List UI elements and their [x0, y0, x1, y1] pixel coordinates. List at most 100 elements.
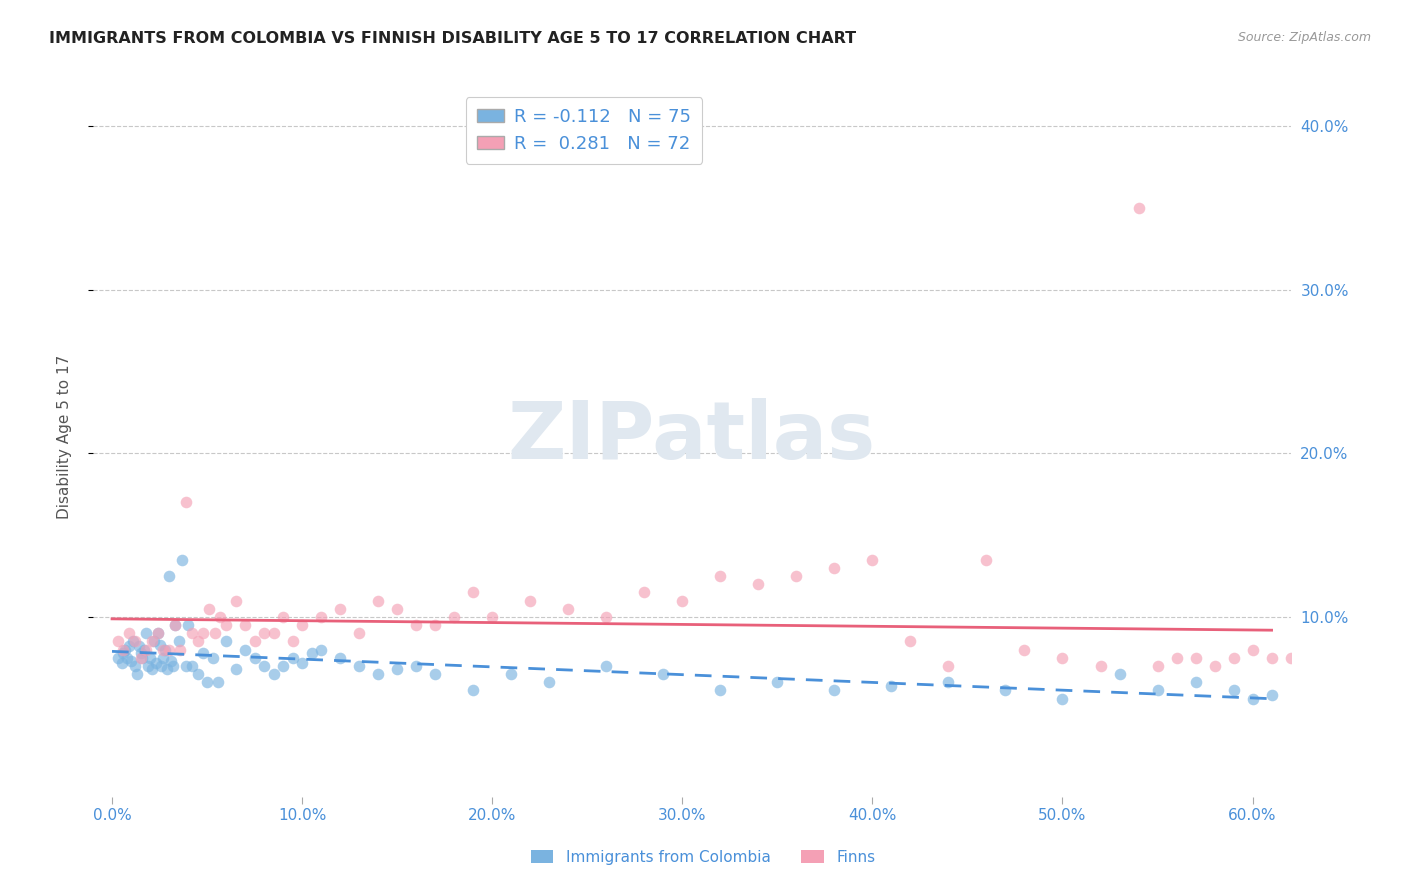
Point: [367, 667, 389, 681]
Point: [156, 662, 179, 676]
Point: [204, 626, 226, 640]
Point: [309, 642, 332, 657]
Point: [860, 552, 883, 566]
Point: [124, 659, 146, 673]
Point: [900, 634, 922, 648]
Point: [225, 593, 247, 607]
Point: [155, 642, 177, 657]
Point: [157, 642, 180, 657]
Point: [148, 638, 170, 652]
Point: [1222, 683, 1244, 698]
Point: [291, 618, 314, 632]
Point: [425, 667, 447, 681]
Point: [557, 601, 579, 615]
Point: [1146, 659, 1168, 673]
Point: [122, 634, 145, 648]
Point: [233, 618, 256, 632]
Point: [519, 593, 541, 607]
Point: [124, 634, 146, 648]
Point: [271, 610, 294, 624]
Point: [367, 593, 389, 607]
Point: [253, 659, 276, 673]
Point: [747, 577, 769, 591]
Point: [1279, 650, 1302, 665]
Point: [823, 683, 845, 698]
Point: [215, 634, 238, 648]
Point: [107, 634, 129, 648]
Point: [180, 626, 202, 640]
Point: [1052, 650, 1074, 665]
Point: [291, 656, 314, 670]
Point: [1184, 650, 1206, 665]
Point: [1260, 650, 1282, 665]
Point: [128, 640, 150, 654]
Point: [1090, 659, 1112, 673]
Point: [1184, 675, 1206, 690]
Point: [129, 650, 152, 665]
Point: [180, 659, 202, 673]
Point: [1108, 667, 1130, 681]
Point: [301, 646, 323, 660]
Point: [405, 618, 427, 632]
Point: [1241, 691, 1264, 706]
Point: [131, 650, 153, 665]
Point: [766, 675, 789, 690]
Point: [938, 659, 960, 673]
Point: [157, 569, 180, 583]
Point: [177, 618, 200, 632]
Point: [163, 618, 186, 632]
Y-axis label: Disability Age 5 to 17: Disability Age 5 to 17: [58, 355, 72, 519]
Point: [243, 634, 266, 648]
Point: [118, 640, 141, 654]
Point: [207, 675, 229, 690]
Point: [253, 626, 276, 640]
Point: [112, 646, 135, 660]
Point: [152, 650, 174, 665]
Point: [142, 634, 165, 648]
Point: [1222, 650, 1244, 665]
Point: [405, 659, 427, 673]
Point: [187, 634, 209, 648]
Point: [110, 656, 132, 670]
Point: [1052, 691, 1074, 706]
Point: [162, 659, 184, 673]
Point: [1393, 659, 1406, 673]
Point: [225, 662, 247, 676]
Point: [1146, 683, 1168, 698]
Point: [141, 634, 163, 648]
Point: [1355, 659, 1378, 673]
Point: [1014, 642, 1036, 657]
Point: [281, 650, 304, 665]
Point: [129, 646, 152, 660]
Point: [347, 659, 370, 673]
Point: [271, 659, 294, 673]
Point: [443, 610, 465, 624]
Point: [193, 646, 215, 660]
Point: [263, 667, 285, 681]
Point: [139, 650, 162, 665]
Point: [463, 585, 485, 599]
Legend: Immigrants from Colombia, Finns: Immigrants from Colombia, Finns: [524, 844, 882, 871]
Point: [195, 675, 218, 690]
Point: [209, 610, 232, 624]
Point: [329, 601, 352, 615]
Point: [481, 610, 503, 624]
Point: [281, 634, 304, 648]
Point: [172, 552, 194, 566]
Point: [709, 569, 731, 583]
Point: [1166, 650, 1188, 665]
Point: [785, 569, 807, 583]
Point: [112, 642, 135, 657]
Point: [193, 626, 215, 640]
Point: [135, 626, 157, 640]
Point: [385, 662, 408, 676]
Point: [134, 642, 156, 657]
Point: [115, 650, 138, 665]
Point: [595, 659, 617, 673]
Point: [201, 650, 224, 665]
Point: [163, 618, 186, 632]
Point: [107, 650, 129, 665]
Point: [118, 626, 141, 640]
Point: [880, 679, 903, 693]
Point: [633, 585, 655, 599]
